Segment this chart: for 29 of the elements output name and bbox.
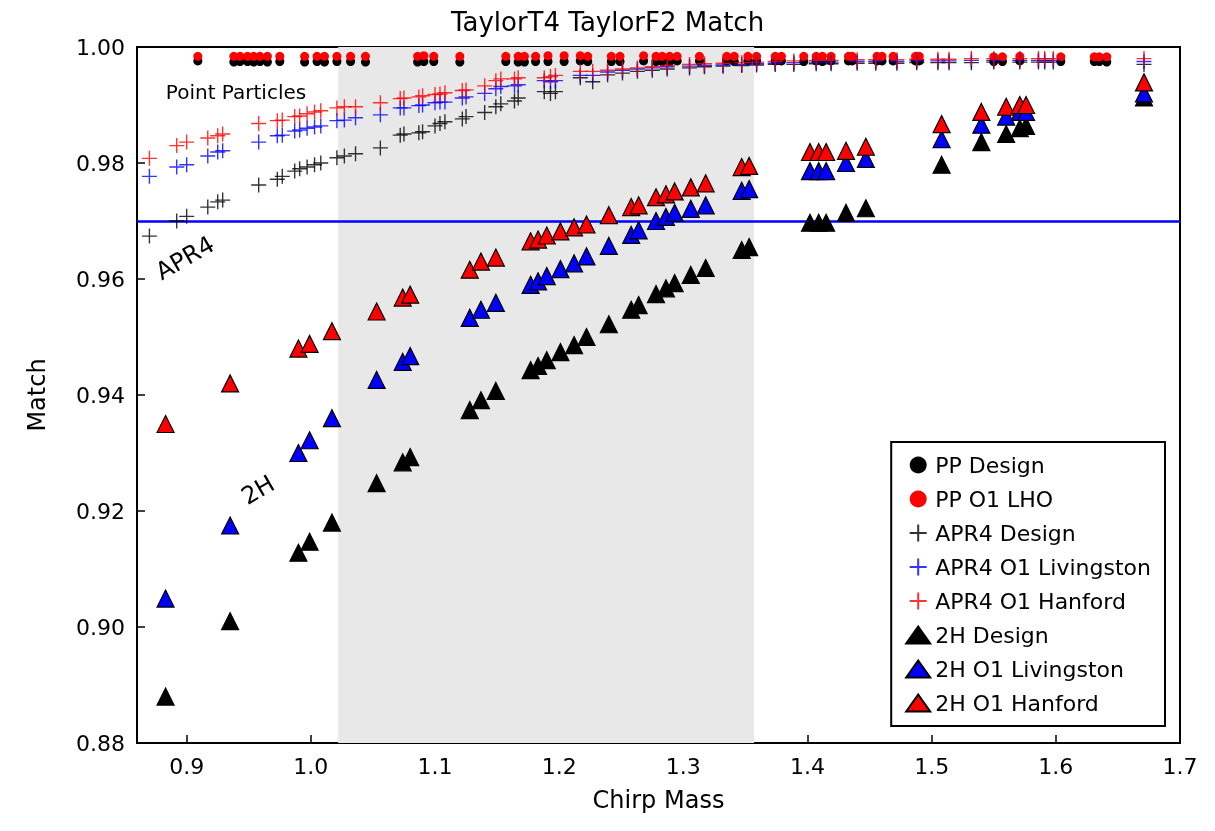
- annotation: Point Particles: [165, 80, 307, 104]
- x-axis-title: Chirp Mass: [592, 786, 725, 814]
- legend-label: APR4 Design: [935, 520, 1076, 546]
- chart-title: TaylorT4 TaylorF2 Match: [449, 7, 765, 37]
- legend-label: PP O1 LHO: [935, 486, 1054, 512]
- legend-label: PP Design: [935, 452, 1045, 478]
- y-tick-label: 0.96: [76, 266, 125, 292]
- x-tick-label: 1.7: [1162, 753, 1198, 779]
- x-tick-label: 1.3: [665, 753, 701, 779]
- y-tick-label: 0.92: [76, 498, 125, 524]
- x-tick-label: 1.5: [914, 753, 950, 779]
- y-tick-label: 0.88: [76, 730, 125, 756]
- legend-label: 2H O1 Livingston: [935, 656, 1124, 682]
- legend-label: 2H O1 Hanford: [935, 690, 1099, 716]
- legend-label: APR4 O1 Hanford: [935, 588, 1126, 614]
- x-tick-label: 1.4: [790, 753, 825, 779]
- x-tick-label: 1.1: [417, 753, 453, 779]
- x-tick-label: 1.0: [293, 753, 329, 779]
- y-axis-title: Match: [23, 358, 51, 432]
- y-tick-label: 0.90: [76, 614, 125, 640]
- x-tick-label: 1.6: [1038, 753, 1074, 779]
- legend-label: APR4 O1 Livingston: [935, 554, 1152, 580]
- annotation: 2H: [236, 469, 280, 511]
- y-tick-label: 0.98: [76, 150, 125, 176]
- x-tick-label: 1.2: [541, 753, 577, 779]
- legend-label: 2H Design: [935, 622, 1049, 648]
- y-tick-label: 1.00: [76, 34, 125, 60]
- x-tick-label: 0.9: [169, 753, 205, 779]
- y-tick-label: 0.94: [76, 382, 125, 408]
